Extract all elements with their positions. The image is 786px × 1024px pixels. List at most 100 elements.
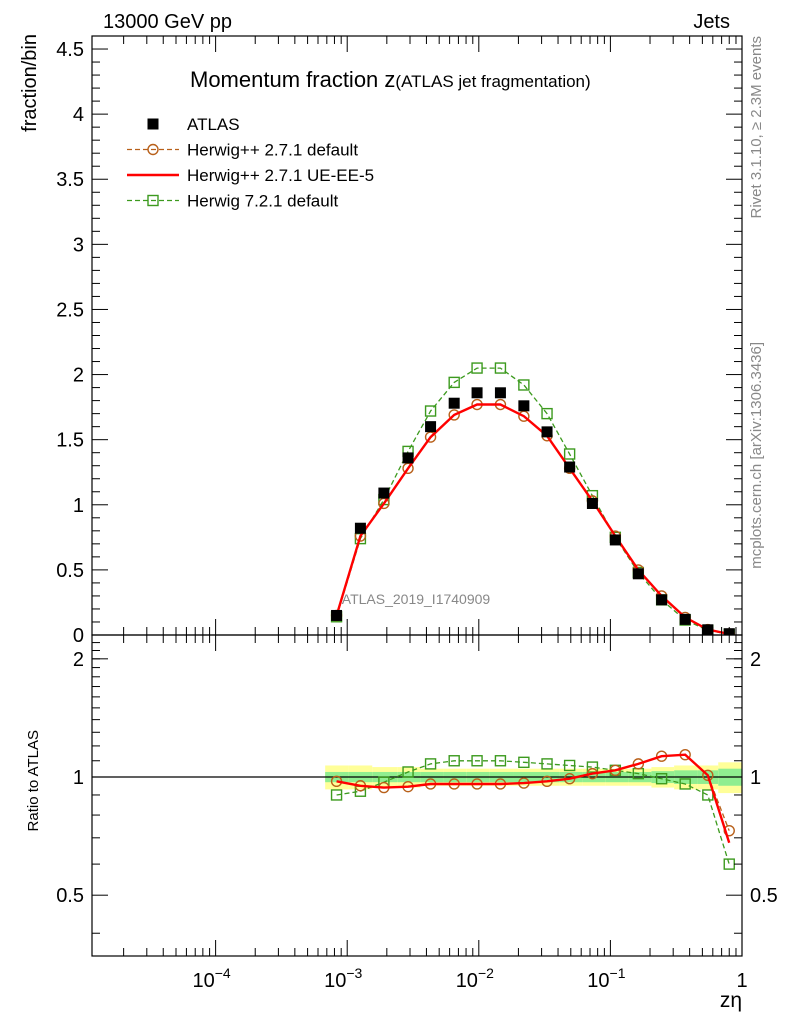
ratio-point-herwig-7-2-1-default: [679, 778, 691, 790]
legend-marker: [147, 143, 159, 156]
ratio-point-herwig-7-2-1-default: [448, 755, 460, 767]
legend-marker: [147, 118, 159, 130]
main-point-atlas: [702, 624, 714, 635]
ratio-y-tick-label-right: 1: [750, 767, 761, 789]
legend-item: Herwig++ 2.7.1 default: [127, 141, 358, 160]
ratio-point-herwig-7-2-1-default: [494, 755, 507, 767]
header-right: Jets: [693, 11, 730, 33]
ratio-line-herwig-2-7-1-default: [336, 754, 730, 831]
legend-item: Herwig++ 2.7.1 UE-EE-5: [127, 166, 374, 185]
ratio-y-tick-label: 0.5: [56, 885, 84, 907]
legend: ATLAS Herwig++ 2.7.1 default Herwig++ 2.7.…: [127, 115, 374, 211]
legend-label: ATLAS: [187, 115, 240, 134]
main-axes: 0 0.5 1 1.5 2 2.5 3 3.5 4 4.5: [56, 35, 743, 647]
main-y-tick-label: 0.5: [56, 560, 84, 582]
x-tick-label: 1: [736, 970, 747, 992]
ratio-point-herwig-7-2-1-default: [586, 761, 599, 773]
main-point-herwig-7-2-1-default: [448, 376, 460, 389]
main-point-herwig-7-2-1-default: [541, 407, 553, 420]
main-point-atlas: [609, 534, 621, 546]
x-tick-label-base: 1: [736, 970, 747, 992]
main-point-atlas: [518, 400, 530, 412]
ratio-point-herwig-2-7-1-default: [702, 769, 714, 782]
main-ylabel: fraction/bin: [19, 34, 41, 132]
ratio-axes: 10−4 10−3 10−2 10−1 10.5 0.51 12 2: [56, 634, 778, 992]
ratio-ylabel: Ratio to ATLAS: [25, 730, 42, 831]
ratio-series: [330, 748, 735, 870]
legend-item: ATLAS: [147, 115, 240, 134]
main-point-atlas: [331, 609, 343, 621]
main-y-tick-label: 3: [73, 234, 84, 256]
ratio-point-herwig-7-2-1-default: [723, 858, 735, 870]
x-axis-label: zη: [720, 989, 742, 1012]
main-point-herwig-7-2-1-default: [424, 405, 437, 417]
main-point-herwig-7-2-1-default: [471, 362, 483, 374]
ratio-bands: [92, 762, 742, 794]
main-y-tick-label: 3.5: [56, 169, 84, 191]
main-point-atlas: [378, 487, 390, 499]
legend-label: Herwig++ 2.7.1 default: [187, 141, 358, 160]
main-y-tick-label: 1: [73, 495, 84, 517]
main-point-atlas: [402, 452, 414, 464]
main-y-tick-label: 2: [73, 365, 84, 387]
main-point-atlas: [541, 426, 553, 438]
x-tick-label-base: 10: [456, 970, 478, 992]
x-tick-label-base: 10: [193, 970, 215, 992]
ratio-line-herwig-2-7-1-ue-ee-5: [336, 753, 731, 844]
legend-item: Herwig 7.2.1 default: [127, 192, 338, 211]
main-y-tick-label: 4.5: [56, 39, 84, 61]
chart-title-sub: (ATLAS jet fragmentation): [395, 72, 590, 91]
ratio-point-herwig-7-2-1-default: [402, 766, 414, 778]
x-tick-label: 10−2: [456, 965, 494, 992]
ratio-point-herwig-7-2-1-default: [563, 759, 576, 772]
main-point-atlas: [471, 387, 483, 399]
main-point-atlas: [425, 421, 437, 433]
x-tick-label-base: 10: [587, 970, 609, 992]
ratio-point-herwig-7-2-1-default: [424, 758, 437, 770]
x-tick-label-exponent: −4: [215, 965, 231, 981]
x-tick-label-exponent: −1: [610, 965, 626, 981]
main-point-herwig-2-7-1-default: [448, 409, 460, 421]
chart-title: Momentum fraction z(ATLAS jet fragmentat…: [190, 67, 591, 92]
main-y-tick-label: 1.5: [56, 430, 84, 452]
legend-label: Herwig++ 2.7.1 UE-EE-5: [187, 166, 374, 185]
ratio-point-herwig-7-2-1-default: [541, 758, 553, 770]
x-tick-label-exponent: −2: [478, 965, 494, 981]
ratio-line-herwig-7-2-1-default: [336, 760, 730, 865]
main-point-atlas: [448, 397, 460, 409]
x-tick-label-exponent: −3: [346, 965, 362, 981]
main-y-tick-label: 2.5: [56, 299, 84, 321]
main-point-atlas: [494, 387, 506, 399]
x-tick-label-base: 10: [324, 970, 346, 992]
x-tick-label: 10−3: [324, 965, 362, 992]
main-point-atlas: [656, 594, 668, 606]
main-y-tick-label: 0: [73, 625, 84, 647]
ratio-y-tick-label: 2: [73, 649, 84, 671]
main-point-atlas: [564, 461, 576, 473]
ratio-point-herwig-7-2-1-default: [655, 773, 668, 785]
main-point-atlas: [632, 568, 644, 580]
main-point-atlas: [679, 613, 691, 625]
main-y-tick-label: 4: [73, 104, 84, 126]
ratio-y-tick-label: 1: [73, 767, 84, 789]
main-point-herwig-7-2-1-default: [563, 448, 576, 460]
chart-title-main: Momentum fraction z: [190, 67, 395, 92]
analysis-watermark: ATLAS_2019_I1740909: [342, 591, 491, 607]
watermark-group: ATLAS_2019_I1740909: [342, 591, 491, 607]
legend-label: Herwig 7.2.1 default: [187, 192, 338, 211]
ratio-point-herwig-7-2-1-default: [518, 756, 530, 769]
main-point-herwig-7-2-1-default: [494, 362, 507, 374]
main-point-atlas: [354, 522, 366, 534]
ratio-point-herwig-2-7-1-default: [632, 758, 645, 770]
header-left: 13000 GeV pp: [103, 11, 232, 33]
legend-marker: [147, 194, 159, 207]
x-tick-label: 10−4: [193, 965, 231, 992]
ratio-y-tick-label-right: 0.5: [750, 885, 778, 907]
ratio-point-herwig-7-2-1-default: [471, 755, 483, 767]
ratio-y-tick-label-right: 2: [750, 649, 761, 671]
ratio-frame: [91, 634, 743, 957]
main-point-herwig-7-2-1-default: [518, 379, 530, 391]
mcplots-label: mcplots.cern.ch [arXiv:1306.3436]: [748, 342, 765, 569]
main-point-atlas: [586, 497, 598, 509]
